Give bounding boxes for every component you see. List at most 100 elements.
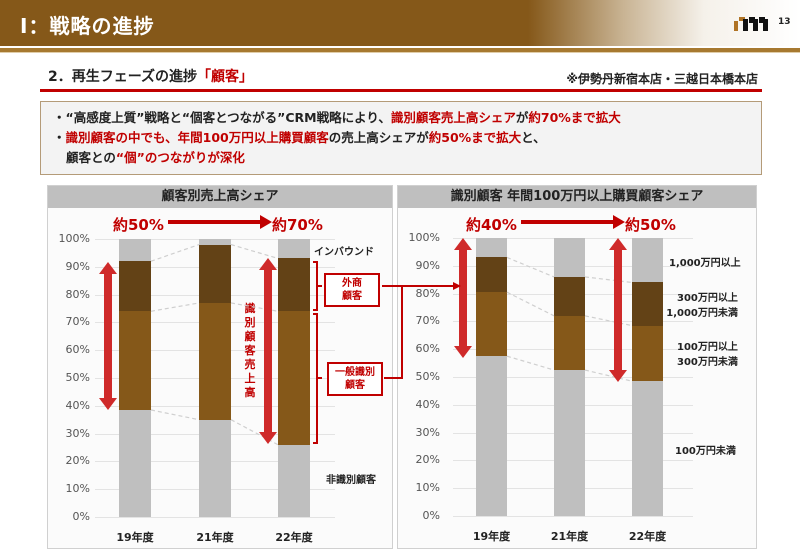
- y-tick-label: 40%: [415, 397, 440, 411]
- y-tick-label: 0%: [422, 509, 440, 522]
- left-to-pct: 約70%: [272, 216, 323, 234]
- legend-1000-over: 1,000万円以上: [669, 258, 741, 269]
- y-tick-label: 90%: [415, 258, 440, 272]
- x-axis-label: 19年度: [116, 531, 154, 544]
- y-tick-label: 30%: [65, 426, 90, 440]
- y-tick-label: 70%: [65, 315, 90, 329]
- bar-segment: [476, 356, 507, 516]
- header-divider: [0, 48, 800, 52]
- bar-segment: [632, 238, 663, 283]
- legend-line: 100万円以上: [677, 342, 738, 353]
- x-axis-label: 21年度: [196, 531, 234, 544]
- vchar: 識: [244, 302, 256, 315]
- page-title: Ⅰ：戦略の進捗: [20, 14, 155, 38]
- summary-line-2: ・識別顧客の中でも、年間100万円以上購買顧客の売上高シェアが約50%まで拡大と…: [53, 128, 749, 148]
- bar-segment: [119, 239, 151, 262]
- legend-line: 300万円以上: [677, 293, 738, 304]
- page-number: 13: [778, 17, 791, 27]
- x-axis-label: 22年度: [275, 531, 313, 544]
- bar-segment: [278, 311, 310, 445]
- bar-segment: [199, 302, 231, 420]
- y-tick-label: 40%: [65, 398, 90, 412]
- bar-segment: [632, 282, 663, 326]
- text: の売上高シェアが: [328, 130, 429, 145]
- text: ・: [53, 130, 66, 145]
- legend-line: 1,000万円未満: [666, 308, 738, 319]
- y-tick-label: 90%: [65, 259, 90, 273]
- y-tick-label: 70%: [415, 314, 440, 328]
- bar-segment: [199, 244, 231, 303]
- bar-segment: [278, 444, 310, 517]
- y-tick-label: 60%: [415, 342, 440, 356]
- y-tick-label: 0%: [72, 510, 90, 523]
- highlight: “個”のつながりが深化: [115, 150, 245, 165]
- box-line: 一般識別: [335, 367, 375, 378]
- bar-segment: [554, 276, 585, 316]
- x-axis-label: 22年度: [628, 530, 667, 543]
- y-tick-label: 50%: [415, 370, 440, 383]
- vchar: 客: [244, 344, 256, 357]
- legend-under-100: 100万円未満: [675, 446, 736, 457]
- y-tick-label: 20%: [65, 454, 90, 468]
- box-line: 顧客: [345, 380, 365, 391]
- vchar: 別: [244, 316, 256, 329]
- bar-segment: [632, 381, 663, 516]
- bar-segment: [554, 370, 585, 516]
- right-from-pct: 約40%: [466, 216, 517, 234]
- subtitle-underline: [40, 89, 762, 92]
- store-note: ※伊勢丹新宿本店・三越日本橋本店: [566, 72, 758, 86]
- legend-line: 300万円未満: [677, 357, 738, 368]
- right-chart-title: 識別顧客 年間100万円以上購買顧客シェア: [398, 186, 756, 208]
- vchar: 上: [244, 372, 256, 385]
- text: が: [515, 110, 529, 125]
- header-bar: Ⅰ：戦略の進捗 13: [0, 0, 800, 46]
- box-line: 外商: [342, 278, 362, 289]
- bar-segment: [554, 315, 585, 371]
- text: と、: [521, 130, 546, 145]
- legend-300-1000: 300万円以上 1,000万円未満: [666, 289, 738, 319]
- section-subtitle: 2．再生フェーズの進捗「顧客」: [48, 66, 253, 86]
- x-axis-label: 19年度: [472, 530, 511, 543]
- bar-segment: [119, 409, 151, 517]
- bar-segment: [554, 238, 585, 277]
- highlight: 識別顧客の中でも、年間100万円以上購買顧客: [65, 130, 329, 145]
- bar-segment: [119, 311, 151, 410]
- gridline: [453, 516, 693, 517]
- y-tick-label: 50%: [65, 371, 90, 384]
- highlight: 約50%まで拡大: [428, 130, 522, 145]
- vchar: 売: [244, 358, 256, 371]
- header-divider-light: [0, 52, 800, 53]
- y-tick-label: 10%: [65, 482, 90, 496]
- gridline: [95, 517, 335, 518]
- y-tick-label: 20%: [415, 453, 440, 467]
- y-tick-label: 80%: [415, 286, 440, 300]
- vchar: 顧: [244, 330, 256, 343]
- legend-100-300: 100万円以上 300万円未満: [677, 338, 738, 368]
- summary-line-1: ・“高感度上質”戦略と“個客とつながる”CRM戦略により、識別顧客売上高シェアが…: [53, 108, 749, 128]
- bar-segment: [199, 239, 231, 245]
- bar-segment: [632, 325, 663, 382]
- legend-inbound: インバウンド: [314, 247, 374, 258]
- identified-sales-vertical-label: 識別顧客売上高: [243, 302, 257, 400]
- vchar: 高: [244, 386, 256, 399]
- subtitle-highlight: 「顧客」: [197, 69, 254, 85]
- y-tick-label: 100%: [58, 232, 90, 245]
- y-tick-label: 100%: [408, 231, 440, 244]
- text: 顧客との: [66, 150, 116, 165]
- y-tick-label: 30%: [415, 425, 440, 439]
- bar-segment: [476, 238, 507, 258]
- y-tick-label: 80%: [65, 287, 90, 301]
- summary-line-3: 顧客との“個”のつながりが深化: [53, 148, 749, 168]
- subtitle-text: 2．再生フェーズの進捗: [48, 69, 198, 85]
- text: ・“高感度上質”戦略と“個客とつながる”CRM戦略により、: [53, 110, 391, 125]
- legend-non-identified: 非識別顧客: [326, 475, 376, 486]
- bar-segment: [476, 257, 507, 293]
- gaisho-customer-box: 外商 顧客: [324, 273, 380, 307]
- box-line: 顧客: [342, 291, 362, 302]
- bar-segment: [476, 292, 507, 357]
- bar-segment: [278, 239, 310, 259]
- y-tick-label: 60%: [65, 343, 90, 357]
- y-tick-label: 10%: [415, 481, 440, 495]
- left-chart-title: 顧客別売上高シェア: [48, 186, 392, 208]
- highlight: 約70%まで拡大: [528, 110, 621, 125]
